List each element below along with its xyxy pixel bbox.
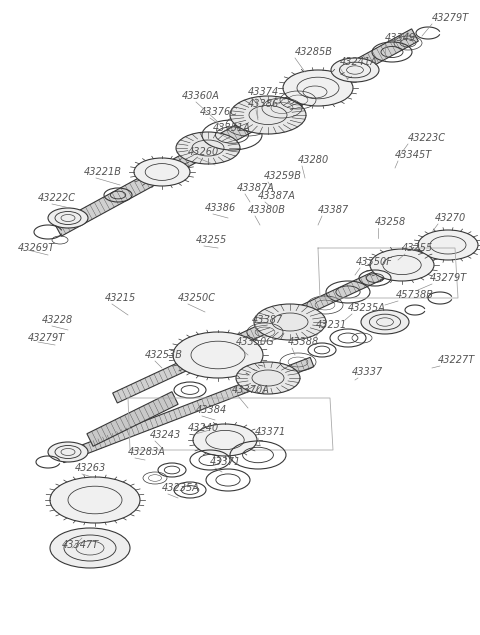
Text: 43386: 43386 bbox=[248, 99, 279, 109]
Text: 45738B: 45738B bbox=[396, 290, 434, 300]
Text: 43228: 43228 bbox=[42, 315, 73, 325]
Text: 43221B: 43221B bbox=[84, 167, 122, 177]
Ellipse shape bbox=[254, 304, 326, 340]
Text: 43223C: 43223C bbox=[408, 133, 446, 143]
Text: 43269T: 43269T bbox=[18, 243, 55, 253]
Text: 43350G: 43350G bbox=[236, 337, 275, 347]
Text: 43386: 43386 bbox=[205, 203, 236, 213]
Text: 43285B: 43285B bbox=[295, 47, 333, 57]
Ellipse shape bbox=[50, 477, 140, 523]
Text: 43337: 43337 bbox=[352, 367, 383, 377]
Text: 43215: 43215 bbox=[105, 293, 136, 303]
Text: 43376C: 43376C bbox=[200, 107, 238, 117]
Text: 43371: 43371 bbox=[255, 427, 286, 437]
Ellipse shape bbox=[370, 249, 434, 281]
Text: 43279T: 43279T bbox=[430, 273, 467, 283]
Text: 43279T: 43279T bbox=[28, 333, 65, 343]
Text: 43370A: 43370A bbox=[232, 385, 270, 395]
Ellipse shape bbox=[50, 528, 130, 568]
Text: 43227T: 43227T bbox=[438, 355, 475, 365]
Ellipse shape bbox=[176, 132, 240, 164]
Text: 43231: 43231 bbox=[316, 320, 347, 330]
Text: 43387A: 43387A bbox=[237, 183, 275, 193]
Text: 43243: 43243 bbox=[150, 430, 181, 440]
Text: 43351A: 43351A bbox=[213, 123, 251, 133]
Polygon shape bbox=[55, 29, 419, 236]
Polygon shape bbox=[113, 237, 452, 403]
Ellipse shape bbox=[48, 442, 88, 462]
Ellipse shape bbox=[418, 230, 478, 260]
Text: 43350F: 43350F bbox=[356, 257, 393, 267]
Polygon shape bbox=[60, 358, 314, 463]
Text: 43235A: 43235A bbox=[162, 483, 200, 493]
Ellipse shape bbox=[236, 362, 300, 394]
Ellipse shape bbox=[48, 208, 88, 228]
Text: 43259B: 43259B bbox=[264, 171, 302, 181]
Text: 43241A: 43241A bbox=[340, 57, 378, 67]
Text: 43380B: 43380B bbox=[248, 205, 286, 215]
Text: 43253B: 43253B bbox=[145, 350, 183, 360]
Text: 43347T: 43347T bbox=[62, 540, 99, 550]
Polygon shape bbox=[87, 392, 178, 446]
Text: 43283A: 43283A bbox=[128, 447, 166, 457]
Text: 43270: 43270 bbox=[435, 213, 466, 223]
Text: 43387: 43387 bbox=[318, 205, 349, 215]
Text: 43360A: 43360A bbox=[182, 91, 220, 101]
Text: 43371: 43371 bbox=[210, 457, 241, 467]
Text: 43240: 43240 bbox=[188, 423, 219, 433]
Text: 43263: 43263 bbox=[75, 463, 106, 473]
Ellipse shape bbox=[134, 158, 190, 186]
Text: 43279T: 43279T bbox=[432, 13, 469, 23]
Text: 43255: 43255 bbox=[402, 243, 433, 253]
Text: 43255: 43255 bbox=[196, 235, 227, 245]
Text: 43374: 43374 bbox=[248, 87, 279, 97]
Ellipse shape bbox=[173, 332, 263, 378]
Text: 43222C: 43222C bbox=[38, 193, 76, 203]
Text: 43384: 43384 bbox=[196, 405, 227, 415]
Ellipse shape bbox=[331, 58, 379, 82]
Ellipse shape bbox=[283, 70, 353, 106]
Text: 43250C: 43250C bbox=[178, 293, 216, 303]
Ellipse shape bbox=[193, 424, 257, 456]
Text: 43388: 43388 bbox=[288, 337, 319, 347]
Text: 43280: 43280 bbox=[298, 155, 329, 165]
Text: 43387A: 43387A bbox=[258, 191, 296, 201]
Ellipse shape bbox=[230, 96, 306, 134]
Text: 43260: 43260 bbox=[188, 147, 219, 157]
Text: 43349: 43349 bbox=[385, 33, 416, 43]
Text: 43345T: 43345T bbox=[395, 150, 432, 160]
Text: 43235A: 43235A bbox=[348, 303, 386, 313]
Ellipse shape bbox=[361, 310, 409, 334]
Text: 43258: 43258 bbox=[375, 217, 406, 227]
Text: 43387: 43387 bbox=[252, 315, 283, 325]
